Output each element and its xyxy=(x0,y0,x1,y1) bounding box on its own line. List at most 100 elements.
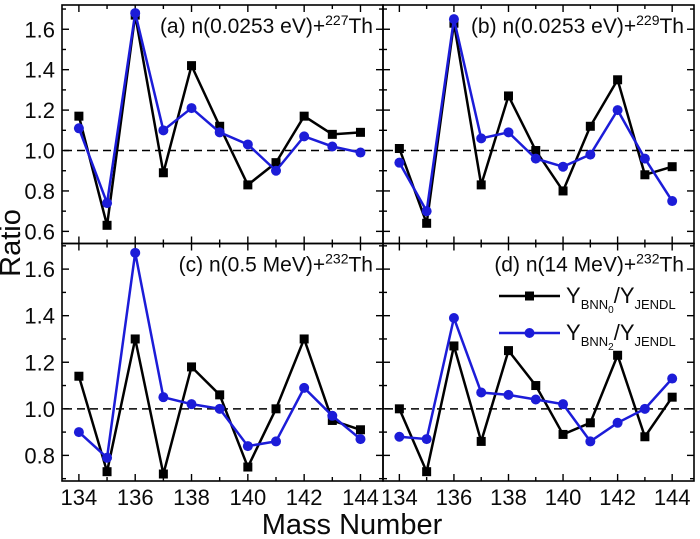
x-tick-label: 134 xyxy=(381,485,418,510)
data-point xyxy=(394,157,405,168)
data-point xyxy=(585,436,596,447)
panel-b: (b) n(0.0253 eV)+229Th xyxy=(382,4,695,245)
y-axis-label: Ratio xyxy=(0,209,27,277)
x-tick-label: 136 xyxy=(436,485,473,510)
data-point xyxy=(421,434,432,445)
series-bnn2 xyxy=(73,8,366,209)
x-tick-label: 144 xyxy=(342,485,379,510)
data-point xyxy=(613,350,623,360)
data-point xyxy=(102,198,113,209)
data-point xyxy=(640,432,650,442)
y-tick-label: 1.6 xyxy=(24,257,55,282)
y-tick-label: 1.6 xyxy=(24,17,55,42)
data-point xyxy=(558,399,569,410)
data-point xyxy=(214,403,225,414)
x-tick-label: 142 xyxy=(599,485,636,510)
data-point xyxy=(355,147,366,158)
y-tick-label: 1.0 xyxy=(24,397,55,422)
data-point xyxy=(327,141,338,152)
data-point xyxy=(612,417,623,428)
data-point xyxy=(530,394,541,405)
data-point xyxy=(271,158,281,168)
x-axis-label: Mass Number xyxy=(262,509,443,539)
panel-frame xyxy=(382,242,695,482)
data-point xyxy=(102,220,112,230)
data-point xyxy=(355,127,365,137)
data-point xyxy=(158,168,168,178)
y-tick-label: 0.8 xyxy=(24,443,55,468)
y-tick-label: 0.6 xyxy=(24,219,55,244)
data-point xyxy=(299,382,310,393)
x-tick-label: 134 xyxy=(61,485,98,510)
legend-label-bnn0: YBNN0/YJENDL xyxy=(566,283,676,316)
data-point xyxy=(503,127,514,138)
panel-d: (d) n(14 MeV)+232Th 134 136 138 140 142 144 YBN… xyxy=(381,242,695,510)
data-point xyxy=(158,125,169,136)
data-point xyxy=(74,111,84,121)
data-point xyxy=(327,410,338,421)
data-point xyxy=(476,387,487,398)
series-line xyxy=(398,18,674,215)
x-tick-label: 144 xyxy=(654,485,691,510)
series-bnn2 xyxy=(394,14,678,217)
panel-c: (c) n(0.5 MeV)+232Th 0.8 1.0 1.2 1.4 1.6 134 13… xyxy=(24,242,384,510)
series-line xyxy=(78,252,362,461)
data-point xyxy=(585,149,596,160)
data-point xyxy=(422,467,432,477)
data-point xyxy=(394,404,404,414)
y-tick-label: 1.0 xyxy=(24,139,55,164)
data-point xyxy=(243,180,253,190)
data-point xyxy=(667,162,677,172)
series-bnn2 xyxy=(394,313,678,447)
data-point xyxy=(421,206,432,217)
data-point xyxy=(558,186,568,196)
data-point xyxy=(215,121,225,131)
data-point xyxy=(531,381,541,391)
data-point xyxy=(613,75,623,85)
data-point xyxy=(394,144,404,154)
data-point xyxy=(271,436,281,447)
legend-label-bnn2: YBNN2/YJENDL xyxy=(566,320,676,353)
x-tick-label: 136 xyxy=(117,485,154,510)
x-tick-label: 140 xyxy=(545,485,582,510)
data-point xyxy=(130,247,141,258)
data-point xyxy=(355,434,366,445)
data-point xyxy=(243,462,253,472)
data-point xyxy=(667,196,678,207)
data-point xyxy=(271,404,281,414)
panel-a: (a) n(0.0253 eV)+227Th 0.6 0.8 1.0 1.2 1.4 1.6 xyxy=(24,4,384,244)
x-tick-label: 142 xyxy=(286,485,323,510)
data-point xyxy=(187,61,197,71)
legend-marker-bnn2 xyxy=(524,328,535,338)
data-point xyxy=(667,392,677,402)
data-point xyxy=(74,371,84,381)
data-point xyxy=(299,131,310,142)
panel-frame xyxy=(61,242,384,482)
data-point xyxy=(531,146,541,156)
data-point xyxy=(102,467,112,477)
panel-title: (b) n(0.0253 eV)+229Th xyxy=(471,12,684,38)
data-point xyxy=(355,425,365,435)
data-point xyxy=(503,346,513,356)
data-point xyxy=(448,313,459,324)
data-point xyxy=(299,111,309,121)
series-bnn2 xyxy=(73,247,366,463)
data-point xyxy=(242,139,253,150)
panel-title: (a) n(0.0253 eV)+227Th xyxy=(160,12,373,38)
data-point xyxy=(558,429,568,439)
x-tick-label: 138 xyxy=(490,485,527,510)
y-tick-label: 1.2 xyxy=(24,98,55,123)
data-point xyxy=(476,436,486,446)
data-point xyxy=(503,389,514,400)
data-point xyxy=(667,373,678,384)
series-bnn0 xyxy=(74,334,365,479)
data-point xyxy=(503,91,513,101)
y-tick-label: 1.4 xyxy=(24,58,55,83)
data-point xyxy=(102,452,113,463)
data-point xyxy=(187,362,197,372)
series-bnn0 xyxy=(394,18,677,228)
data-point xyxy=(612,105,623,116)
data-point xyxy=(242,441,253,452)
